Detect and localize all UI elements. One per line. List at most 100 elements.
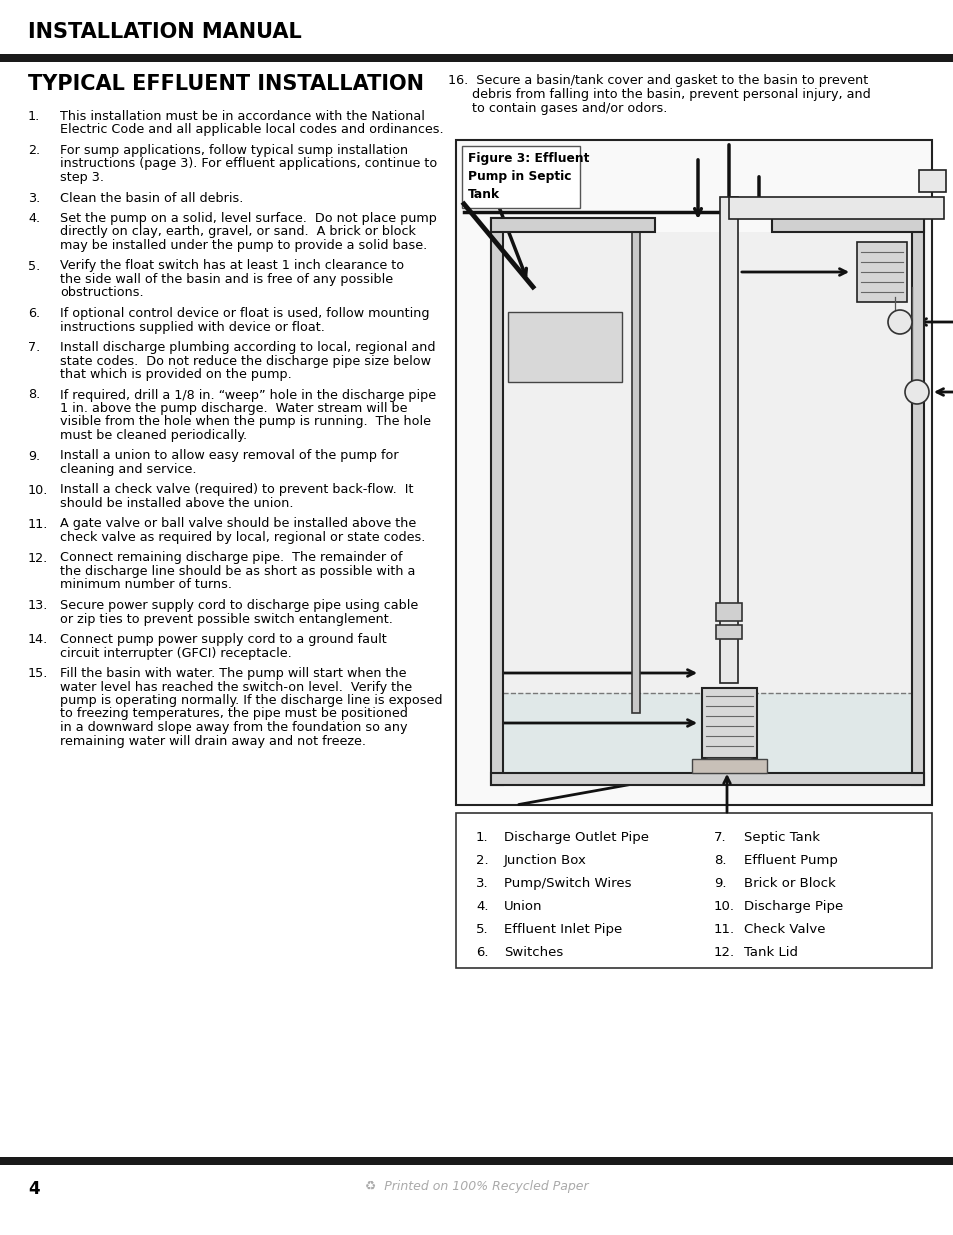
Text: 4.: 4. — [476, 900, 488, 913]
Bar — [456, 140, 931, 805]
Text: circuit interrupter (GFCI) receptacle.: circuit interrupter (GFCI) receptacle. — [60, 646, 292, 659]
Text: Discharge Pipe: Discharge Pipe — [743, 900, 842, 913]
Bar — [701, 688, 757, 758]
Text: 12.: 12. — [28, 552, 49, 564]
Bar — [918, 170, 945, 191]
Bar — [856, 242, 906, 303]
Bar — [491, 219, 502, 785]
Text: Junction Box: Junction Box — [503, 853, 586, 867]
Text: Effluent Pump: Effluent Pump — [743, 853, 837, 867]
Text: 1 in. above the pump discharge.  Water stream will be: 1 in. above the pump discharge. Water st… — [60, 403, 407, 415]
Text: Set the pump on a solid, level surface.  Do not place pump: Set the pump on a solid, level surface. … — [60, 212, 436, 225]
Bar — [771, 219, 923, 232]
Bar — [691, 760, 766, 773]
Text: Verify the float switch has at least 1 inch clearance to: Verify the float switch has at least 1 i… — [60, 259, 404, 273]
Text: Install discharge plumbing according to local, regional and: Install discharge plumbing according to … — [60, 341, 435, 354]
Text: the side wall of the basin and is free of any possible: the side wall of the basin and is free o… — [60, 273, 393, 287]
Circle shape — [904, 380, 928, 404]
Text: 7.: 7. — [28, 341, 40, 354]
Bar — [502, 693, 911, 773]
Text: Install a union to allow easy removal of the pump for: Install a union to allow easy removal of… — [60, 450, 398, 462]
Text: pump is operating normally. If the discharge line is exposed: pump is operating normally. If the disch… — [60, 694, 442, 706]
Text: in a downward slope away from the foundation so any: in a downward slope away from the founda… — [60, 721, 407, 734]
Text: 2.: 2. — [476, 853, 488, 867]
Bar — [720, 198, 738, 683]
Text: 6.: 6. — [476, 946, 488, 960]
Bar — [716, 603, 741, 621]
Text: 8.: 8. — [713, 853, 726, 867]
Text: Connect pump power supply cord to a ground fault: Connect pump power supply cord to a grou… — [60, 634, 386, 646]
Text: 10.: 10. — [713, 900, 734, 913]
Text: water level has reached the switch-on level.  Verify the: water level has reached the switch-on le… — [60, 680, 412, 694]
Text: 7.: 7. — [713, 831, 726, 844]
Bar — [502, 232, 911, 773]
Text: 3.: 3. — [28, 191, 40, 205]
Text: 10.: 10. — [28, 483, 49, 496]
Bar — [631, 232, 639, 713]
Bar — [491, 773, 923, 785]
Bar — [0, 1157, 953, 1165]
Text: Figure 3: Effluent
Pump in Septic
Tank: Figure 3: Effluent Pump in Septic Tank — [468, 152, 589, 201]
Text: 9.: 9. — [28, 450, 40, 462]
Bar — [0, 54, 953, 62]
Text: Tank Lid: Tank Lid — [743, 946, 797, 960]
Text: remaining water will drain away and not freeze.: remaining water will drain away and not … — [60, 735, 366, 747]
Text: 4.: 4. — [28, 212, 40, 225]
Text: If optional control device or float is used, follow mounting: If optional control device or float is u… — [60, 308, 429, 320]
Text: 1.: 1. — [476, 831, 488, 844]
Text: 11.: 11. — [28, 517, 49, 531]
Text: must be cleaned periodically.: must be cleaned periodically. — [60, 429, 247, 442]
Text: directly on clay, earth, gravel, or sand.  A brick or block: directly on clay, earth, gravel, or sand… — [60, 226, 416, 238]
Text: ♻  Printed on 100% Recycled Paper: ♻ Printed on 100% Recycled Paper — [365, 1179, 588, 1193]
Text: 11.: 11. — [713, 923, 735, 936]
Text: Effluent Inlet Pipe: Effluent Inlet Pipe — [503, 923, 621, 936]
Text: should be installed above the union.: should be installed above the union. — [60, 496, 294, 510]
Text: 9.: 9. — [713, 877, 726, 890]
Text: Pump/Switch Wires: Pump/Switch Wires — [503, 877, 631, 890]
Text: 4: 4 — [28, 1179, 40, 1198]
Text: instructions (page 3). For effluent applications, continue to: instructions (page 3). For effluent appl… — [60, 158, 436, 170]
Text: Clean the basin of all debris.: Clean the basin of all debris. — [60, 191, 243, 205]
Text: 5.: 5. — [476, 923, 488, 936]
Bar — [706, 758, 751, 769]
Bar — [911, 219, 923, 785]
Text: Secure power supply cord to discharge pipe using cable: Secure power supply cord to discharge pi… — [60, 599, 417, 613]
Bar — [728, 198, 943, 219]
Bar — [507, 312, 621, 382]
Text: step 3.: step 3. — [60, 170, 104, 184]
Text: Brick or Block: Brick or Block — [743, 877, 835, 890]
Text: 8.: 8. — [28, 389, 40, 401]
Text: or zip ties to prevent possible switch entanglement.: or zip ties to prevent possible switch e… — [60, 613, 393, 625]
Text: debris from falling into the basin, prevent personal injury, and: debris from falling into the basin, prev… — [448, 88, 870, 101]
Text: 5.: 5. — [28, 259, 40, 273]
Text: TYPICAL EFFLUENT INSTALLATION: TYPICAL EFFLUENT INSTALLATION — [28, 74, 423, 94]
Bar — [456, 813, 931, 968]
Text: 3.: 3. — [476, 877, 488, 890]
Text: INSTALLATION MANUAL: INSTALLATION MANUAL — [28, 22, 301, 42]
Text: Discharge Outlet Pipe: Discharge Outlet Pipe — [503, 831, 648, 844]
Text: If required, drill a 1/8 in. “weep” hole in the discharge pipe: If required, drill a 1/8 in. “weep” hole… — [60, 389, 436, 401]
Text: check valve as required by local, regional or state codes.: check valve as required by local, region… — [60, 531, 425, 543]
Text: may be installed under the pump to provide a solid base.: may be installed under the pump to provi… — [60, 240, 427, 252]
Circle shape — [887, 310, 911, 333]
Text: 6.: 6. — [28, 308, 40, 320]
Bar — [716, 625, 741, 638]
Text: Switches: Switches — [503, 946, 562, 960]
Text: 13.: 13. — [28, 599, 49, 613]
Text: Fill the basin with water. The pump will start when the: Fill the basin with water. The pump will… — [60, 667, 406, 680]
Text: Check Valve: Check Valve — [743, 923, 824, 936]
Text: that which is provided on the pump.: that which is provided on the pump. — [60, 368, 292, 382]
Text: 16.  Secure a basin/tank cover and gasket to the basin to prevent: 16. Secure a basin/tank cover and gasket… — [448, 74, 867, 86]
Text: Connect remaining discharge pipe.  The remainder of: Connect remaining discharge pipe. The re… — [60, 552, 402, 564]
Bar — [491, 219, 655, 232]
Text: 15.: 15. — [28, 667, 49, 680]
Text: A gate valve or ball valve should be installed above the: A gate valve or ball valve should be ins… — [60, 517, 416, 531]
Text: state codes.  Do not reduce the discharge pipe size below: state codes. Do not reduce the discharge… — [60, 354, 431, 368]
Text: cleaning and service.: cleaning and service. — [60, 463, 196, 475]
Text: Septic Tank: Septic Tank — [743, 831, 820, 844]
Text: Install a check valve (required) to prevent back-flow.  It: Install a check valve (required) to prev… — [60, 483, 413, 496]
Text: 2.: 2. — [28, 144, 40, 157]
Text: to contain gases and/or odors.: to contain gases and/or odors. — [448, 103, 667, 115]
Text: to freezing temperatures, the pipe must be positioned: to freezing temperatures, the pipe must … — [60, 708, 408, 720]
Text: visible from the hole when the pump is running.  The hole: visible from the hole when the pump is r… — [60, 415, 431, 429]
